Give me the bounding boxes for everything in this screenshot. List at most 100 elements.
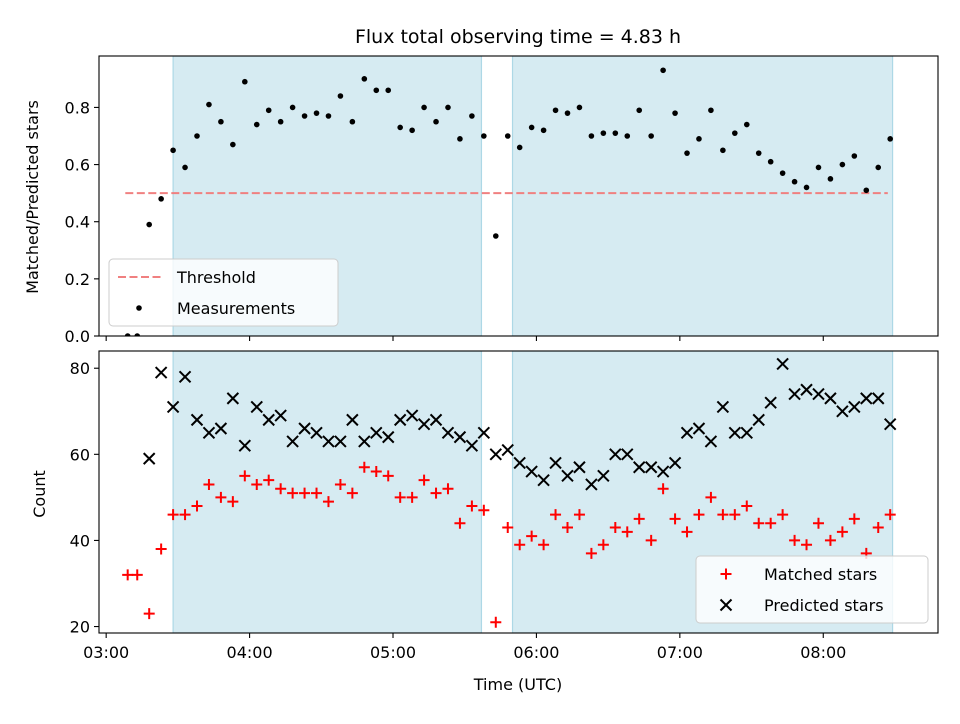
matched-star-point bbox=[203, 478, 215, 490]
predicted-star-point bbox=[633, 461, 646, 474]
predicted-star-point bbox=[812, 387, 825, 401]
measurement-point bbox=[134, 333, 141, 336]
axes-frame bbox=[98, 350, 939, 634]
measurement-point bbox=[540, 127, 547, 134]
axes-frame bbox=[98, 55, 939, 337]
predicted-star-point bbox=[417, 417, 431, 431]
predicted-star-point bbox=[262, 413, 275, 427]
matched-star-point bbox=[370, 466, 382, 478]
predicted-star-point bbox=[597, 469, 610, 483]
measurement-point bbox=[755, 150, 762, 156]
predicted-star-point bbox=[465, 439, 479, 452]
top-y-axis-label: Matched/Predicted stars bbox=[23, 100, 42, 294]
predicted-star-point bbox=[429, 413, 443, 427]
predicted-star-point bbox=[142, 452, 156, 465]
measurement-point bbox=[672, 110, 678, 116]
matched-star-point bbox=[430, 487, 442, 499]
predicted-star-point bbox=[250, 400, 263, 414]
matched-star-point bbox=[848, 513, 860, 525]
legend-measurement-swatch bbox=[136, 305, 142, 311]
measurement-point bbox=[385, 87, 392, 94]
measurement-point bbox=[552, 107, 559, 114]
measurement-point bbox=[863, 187, 870, 194]
measurement-point bbox=[218, 118, 224, 125]
predicted-star-point bbox=[621, 448, 634, 461]
matched-star-point bbox=[287, 487, 299, 499]
measurement-point bbox=[875, 164, 882, 171]
measurement-point bbox=[313, 110, 320, 116]
matched-star-point bbox=[526, 530, 538, 542]
measurement-point bbox=[409, 127, 415, 134]
predicted-star-point bbox=[453, 430, 467, 444]
predicted-star-point bbox=[298, 422, 311, 435]
matched-star-point bbox=[490, 616, 502, 628]
matched-star-point bbox=[824, 534, 836, 546]
matched-star-point bbox=[275, 483, 287, 495]
matched-star-point bbox=[621, 526, 633, 538]
matched-star-point bbox=[179, 509, 191, 521]
predicted-star-point bbox=[166, 400, 180, 414]
measurement-point bbox=[265, 107, 272, 114]
legend: Matched stars Predicted stars bbox=[695, 555, 929, 624]
predicted-star-point bbox=[202, 426, 216, 440]
measurement-point bbox=[720, 147, 726, 154]
matched-star-point bbox=[227, 496, 239, 508]
x-tick-label: 07:00 bbox=[657, 643, 703, 662]
measurement-point bbox=[815, 164, 822, 171]
ratio-panel: 0.0 0.2 0.4 0.6 0.8 Threshold Measurements bbox=[65, 55, 939, 346]
matched-star-point bbox=[418, 474, 430, 486]
measurement-point bbox=[576, 104, 583, 111]
predicted-star-point bbox=[573, 461, 586, 474]
matched-star-point bbox=[251, 478, 263, 490]
measurement-point bbox=[206, 101, 212, 108]
predicted-star-point bbox=[178, 370, 192, 384]
predicted-star-point bbox=[501, 443, 514, 457]
legend-matched-swatch bbox=[720, 568, 732, 580]
x-tick-label: 04:00 bbox=[227, 643, 273, 662]
matched-star-point bbox=[633, 513, 645, 525]
measurement-point bbox=[301, 113, 308, 119]
predicted-star-point bbox=[370, 426, 383, 440]
y-tick-label: 0.8 bbox=[65, 98, 90, 117]
matched-star-point bbox=[669, 513, 681, 525]
matched-star-point bbox=[442, 483, 454, 495]
matched-star-point bbox=[836, 526, 848, 538]
measurement-point bbox=[516, 144, 523, 151]
predicted-star-point bbox=[692, 422, 706, 435]
measurement-point bbox=[743, 121, 750, 128]
matched-star-point bbox=[382, 470, 394, 482]
matched-star-point bbox=[777, 509, 789, 521]
measurement-point bbox=[469, 113, 475, 119]
matched-star-point bbox=[406, 491, 418, 503]
matched-star-point bbox=[454, 517, 466, 529]
predicted-star-point bbox=[740, 426, 753, 440]
observing-interval-band bbox=[172, 351, 483, 633]
legend-label: Predicted stars bbox=[764, 596, 884, 615]
matched-star-point bbox=[239, 470, 251, 482]
measurement-point bbox=[242, 78, 248, 85]
predicted-star-point bbox=[824, 392, 837, 405]
measurement-point bbox=[492, 233, 499, 239]
predicted-star-point bbox=[668, 456, 682, 470]
measurement-point bbox=[767, 158, 774, 165]
predicted-star-point bbox=[405, 409, 419, 422]
y-tick-label: 80 bbox=[70, 359, 90, 378]
measurement-point bbox=[124, 333, 131, 336]
matched-star-point bbox=[597, 539, 609, 551]
predicted-star-point bbox=[800, 383, 813, 396]
y-tick-label: 0.0 bbox=[65, 327, 90, 346]
predicted-star-point bbox=[310, 426, 323, 440]
predicted-star-point bbox=[489, 448, 502, 461]
matched-star-point bbox=[585, 547, 597, 559]
measurement-point bbox=[624, 133, 631, 139]
measurement-point bbox=[696, 136, 702, 142]
matched-star-point bbox=[645, 534, 657, 546]
measurement-point bbox=[158, 196, 164, 202]
legend-predicted-swatch bbox=[719, 598, 733, 612]
measurement-point bbox=[827, 176, 834, 182]
predicted-star-point bbox=[525, 465, 538, 478]
matched-star-point bbox=[789, 534, 801, 546]
predicted-star-point bbox=[358, 435, 371, 448]
measurement-point bbox=[481, 133, 487, 139]
